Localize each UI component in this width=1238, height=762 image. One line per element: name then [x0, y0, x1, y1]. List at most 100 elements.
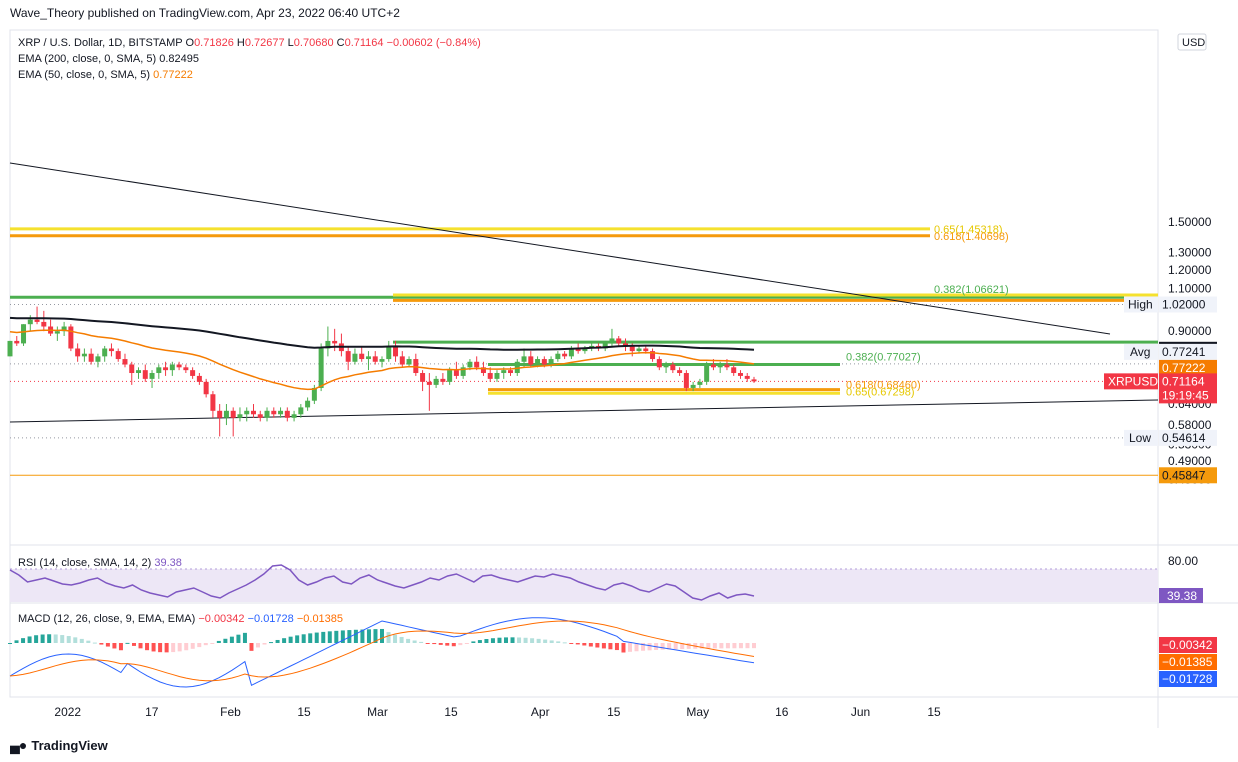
macd-hist-bar	[79, 638, 84, 643]
fib-065-low-label: 0.65(0.67298)	[846, 386, 915, 398]
tradingview-logo[interactable]: ▄● TradingView	[10, 737, 108, 753]
macd-hist-bar	[543, 639, 548, 643]
macd-signal-line	[9, 620, 755, 682]
candle-body	[61, 326, 67, 332]
macd-hist-bar	[47, 634, 52, 643]
low-tag-bg	[1159, 429, 1217, 446]
candle-body	[75, 348, 81, 357]
macd-hist-bar	[86, 640, 91, 643]
rsi-band	[10, 569, 1158, 602]
macd-hist-bar	[497, 637, 502, 643]
candle-body	[250, 410, 256, 415]
avg-label-bg	[1124, 343, 1158, 360]
currency-box	[1177, 33, 1207, 51]
macd-hist-bar	[60, 635, 65, 643]
candle-body	[501, 370, 507, 374]
ema50-legend-label: EMA (50, close, 0, SMA, 5)	[18, 69, 153, 81]
macd-hist-bar	[699, 643, 704, 649]
candle-body	[108, 348, 114, 352]
ema50-legend-value: 0.77222	[153, 69, 193, 81]
time-axis-tick: 17	[145, 705, 159, 719]
macd-hist-bar	[471, 641, 476, 643]
publisher-header: Wave_Theory published on TradingView.com…	[10, 6, 400, 20]
time-axis-tick: Apr	[531, 705, 550, 719]
time-axis-tick: 15	[444, 705, 458, 719]
candle-body	[298, 407, 304, 415]
macd-hist-bar	[190, 643, 195, 649]
low-tag: 0.54614	[1162, 431, 1206, 445]
macd-hist-bar	[386, 632, 391, 643]
candle-body	[237, 414, 243, 418]
candle-body	[95, 356, 101, 362]
macd-hist-bar	[184, 643, 189, 651]
macd-hist-bar	[353, 629, 358, 643]
candle-body	[278, 410, 284, 415]
candle-body	[54, 331, 60, 334]
macd-hist-bar	[464, 643, 469, 644]
macd-hist-bar	[628, 643, 632, 652]
macd-hist-bar	[21, 638, 26, 643]
low-value: 0.70680	[294, 37, 337, 49]
rsi-legend: RSI (14, close, SMA, 14, 2) 39.38	[18, 557, 182, 569]
tradingview-logo-icon: ▄●	[10, 737, 27, 753]
macd-hist-bar	[621, 643, 626, 653]
macd-hist-bar	[686, 643, 691, 649]
candle-body	[460, 367, 466, 376]
avg-tag-bg	[1159, 343, 1217, 360]
candle-body	[690, 384, 696, 388]
macd-hist-bar	[27, 636, 32, 643]
candle-body	[142, 370, 148, 379]
time-axis-tick: 15	[297, 705, 311, 719]
macd-hist-bar	[380, 628, 384, 643]
macd-hist-bar	[138, 643, 143, 649]
candle-body	[291, 414, 297, 418]
candle-body	[548, 359, 554, 365]
candle-body	[217, 410, 223, 418]
macd-hist-bar	[406, 638, 411, 643]
candle-body	[359, 353, 365, 360]
rsi-legend-label: RSI (14, close, SMA, 14, 2)	[18, 557, 154, 569]
rsi-axis-tick: 80.00	[1168, 554, 1198, 568]
last-price-tag-bg	[1159, 373, 1217, 404]
candle-body	[622, 343, 628, 346]
candle-body	[257, 414, 263, 418]
candle-body	[629, 345, 635, 352]
price-axis-tick: 0.49000	[1168, 454, 1212, 468]
macd-legend: MACD (12, 26, close, 9, EMA, EMA) −0.003…	[18, 613, 343, 625]
macd-hist-bar	[647, 643, 652, 651]
macd-hist-bar	[562, 642, 567, 644]
candle-body	[163, 367, 169, 371]
candle-body	[650, 351, 656, 360]
time-axis-tick: 15	[927, 705, 941, 719]
macd-hist-bar	[614, 643, 619, 651]
macd-hist-bar	[732, 643, 737, 649]
macd-hist-bar	[595, 643, 600, 648]
candle-body	[724, 364, 730, 368]
candle-body	[697, 381, 703, 385]
macd-hist-bar	[164, 643, 169, 653]
candle-body	[528, 356, 534, 365]
candle-body	[474, 361, 480, 368]
last-price-tag: 0.71164	[1162, 374, 1205, 388]
close-label: C	[337, 37, 345, 49]
macd-hist-tag: −0.00342	[1162, 638, 1213, 652]
time-axis-tick: Feb	[220, 705, 241, 719]
time-axis-tick: 2022	[54, 705, 81, 719]
macd-hist-bar	[445, 643, 450, 646]
macd-hist-bar	[340, 630, 345, 643]
avg-tag: 0.77241	[1162, 345, 1206, 359]
macd-hist-bar	[53, 634, 58, 643]
macd-hist-bar	[725, 643, 730, 649]
macd-hist-bar	[360, 629, 365, 643]
macd-hist-bar	[34, 635, 39, 643]
tradingview-brand-text: TradingView	[31, 737, 108, 753]
candle-body	[129, 364, 135, 374]
candle-body	[27, 319, 33, 325]
candle-body	[183, 367, 189, 371]
macd-hist-bar	[745, 643, 750, 649]
macd-hist-bar	[295, 635, 300, 643]
macd-hist-bar	[177, 643, 182, 652]
avg-label: Avg	[1130, 345, 1150, 359]
candle-body	[176, 364, 182, 368]
